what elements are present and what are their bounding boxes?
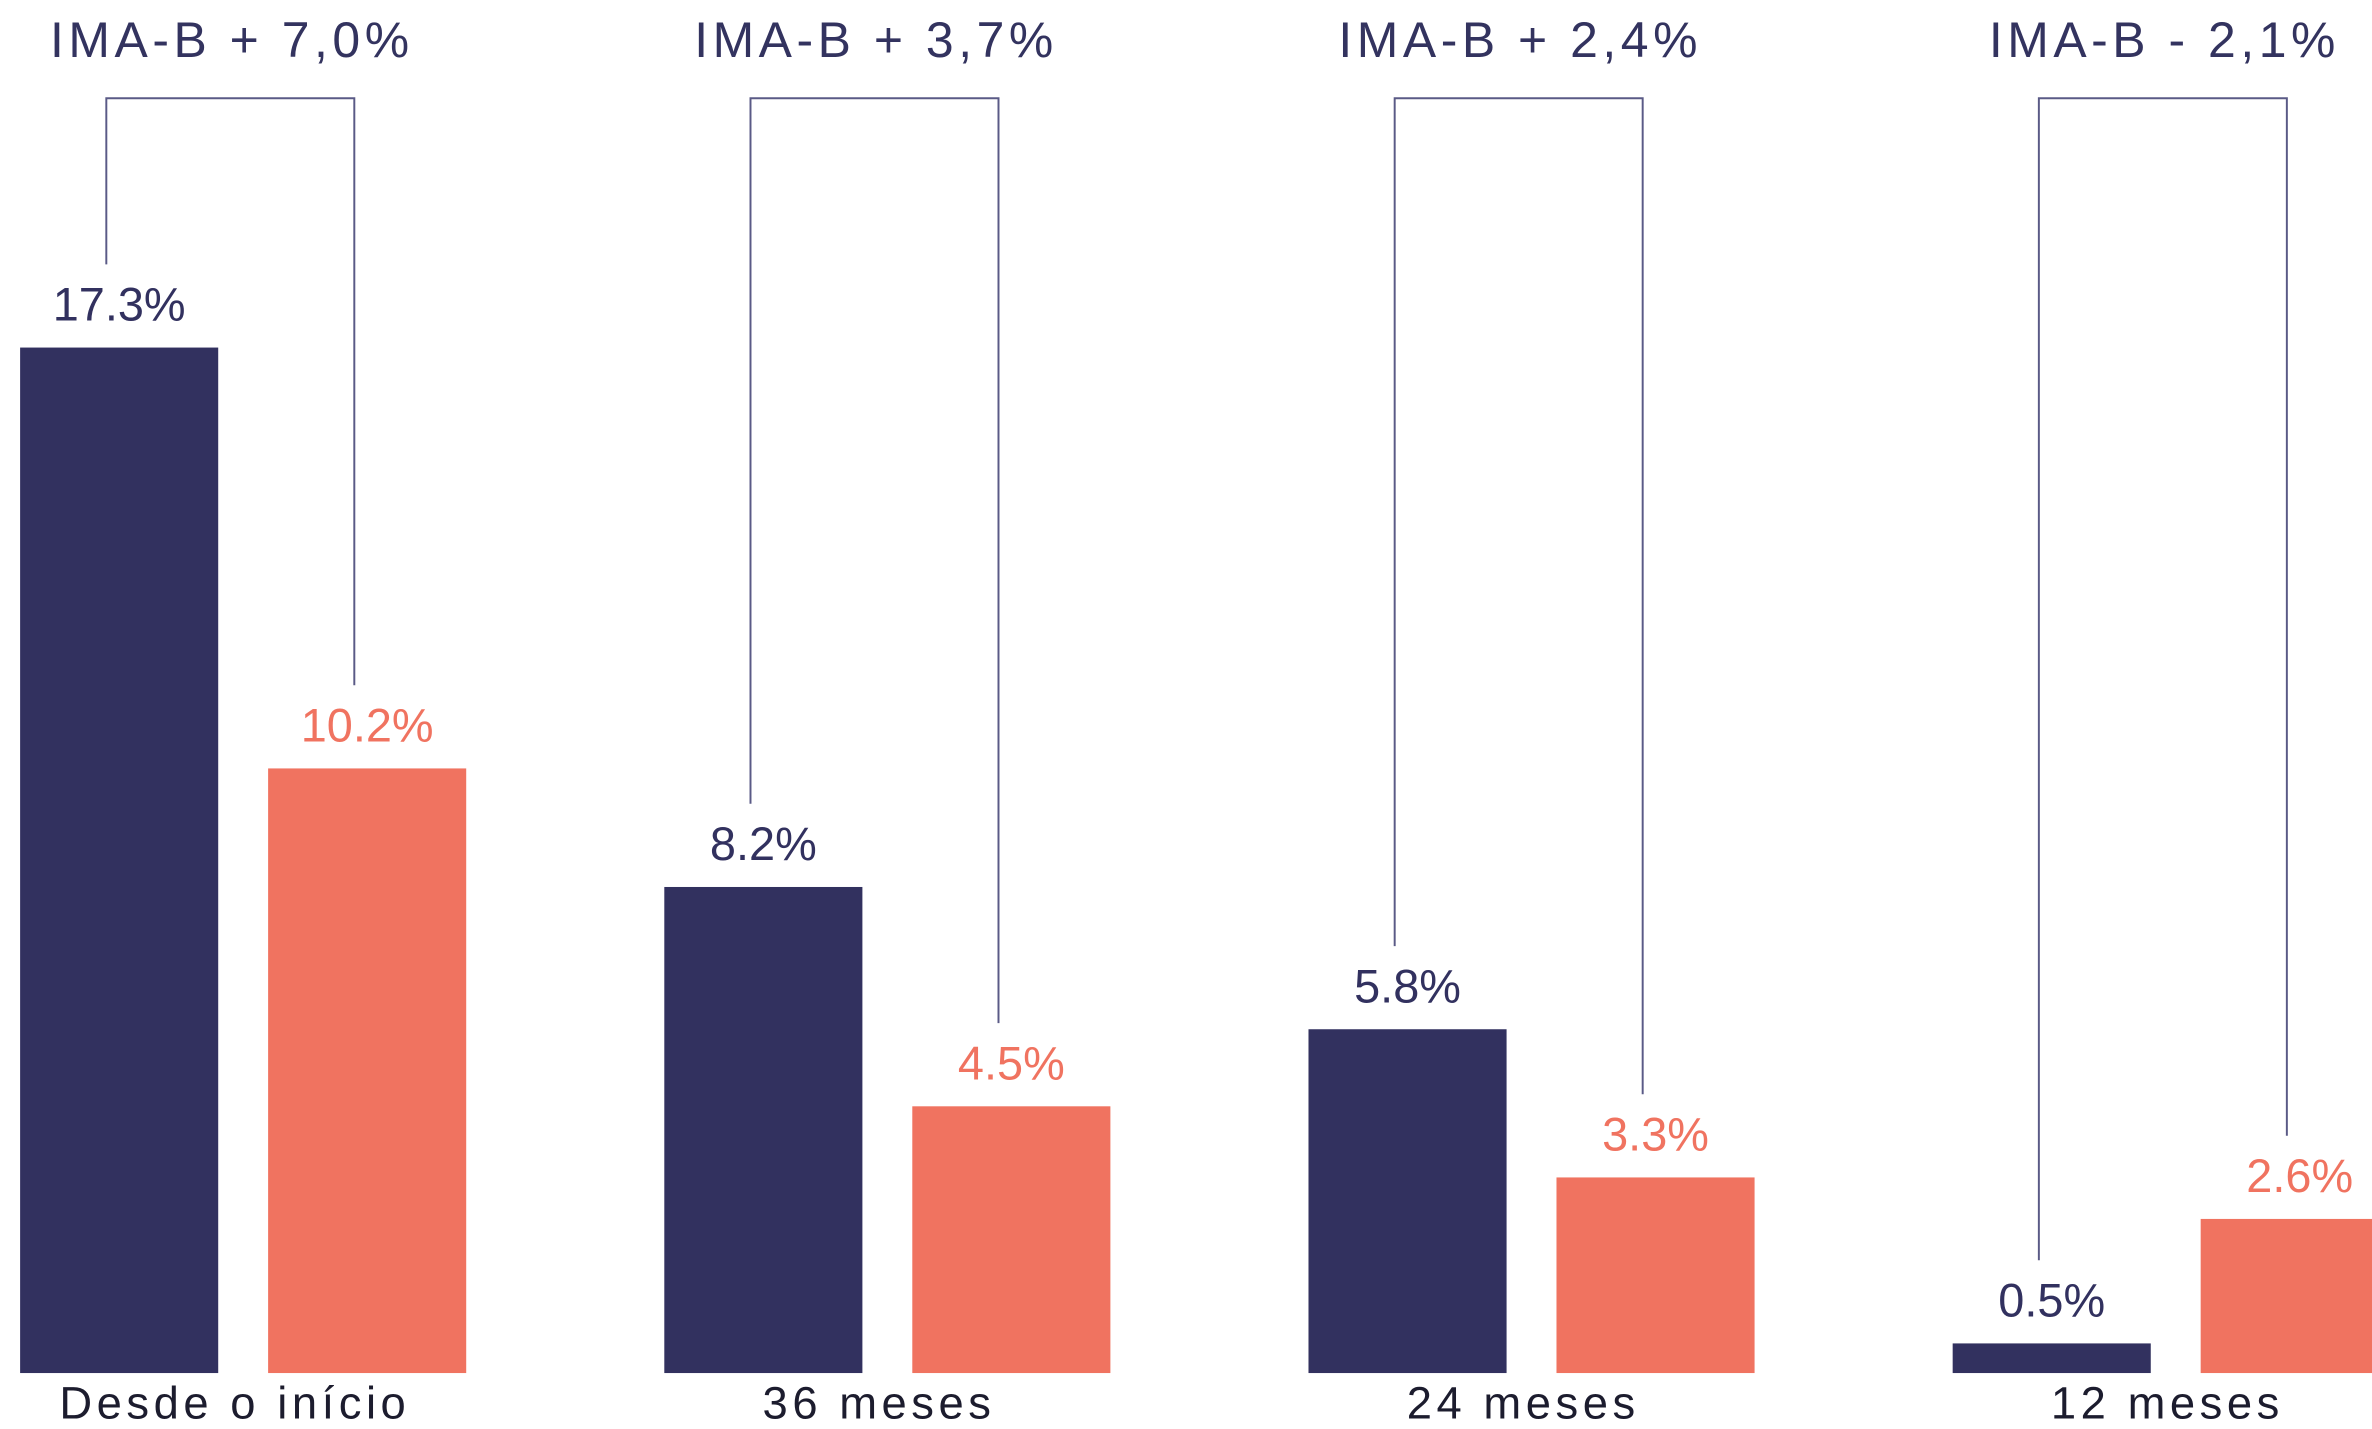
- bar: [1308, 1029, 1507, 1374]
- annotation: IMA-B + 7,0%: [50, 12, 414, 68]
- value-label: 5.8%: [1354, 960, 1461, 1012]
- bracket: [1393, 97, 1644, 1095]
- x-tick-label: Desde o início: [59, 1377, 410, 1428]
- bar: [1952, 1343, 2151, 1374]
- bar: [2200, 1218, 2372, 1374]
- value-label: 4.5%: [958, 1037, 1065, 1089]
- bracket: [2037, 97, 2288, 1261]
- bar: [1556, 1177, 1755, 1374]
- value-label: 0.5%: [1998, 1274, 2105, 1326]
- annotation: IMA-B + 3,7%: [694, 12, 1058, 68]
- bar: [20, 347, 219, 1374]
- value-label: 2.6%: [2246, 1150, 2353, 1202]
- value-label: 10.2%: [301, 699, 434, 751]
- annotation: IMA-B + 2,4%: [1338, 12, 1702, 68]
- bracket: [105, 97, 356, 686]
- bar: [912, 1106, 1111, 1374]
- annotation: IMA-B - 2,1%: [1989, 12, 2340, 68]
- bar: [664, 886, 863, 1374]
- value-label: 17.3%: [53, 279, 186, 331]
- x-tick-label: 24 meses: [1407, 1377, 1640, 1428]
- value-label: 8.2%: [710, 818, 817, 870]
- bar: [268, 768, 467, 1374]
- value-label: 3.3%: [1602, 1108, 1709, 1160]
- x-tick-label: 12 meses: [2051, 1377, 2284, 1428]
- bracket: [749, 97, 1000, 1024]
- x-tick-label: 36 meses: [763, 1377, 996, 1428]
